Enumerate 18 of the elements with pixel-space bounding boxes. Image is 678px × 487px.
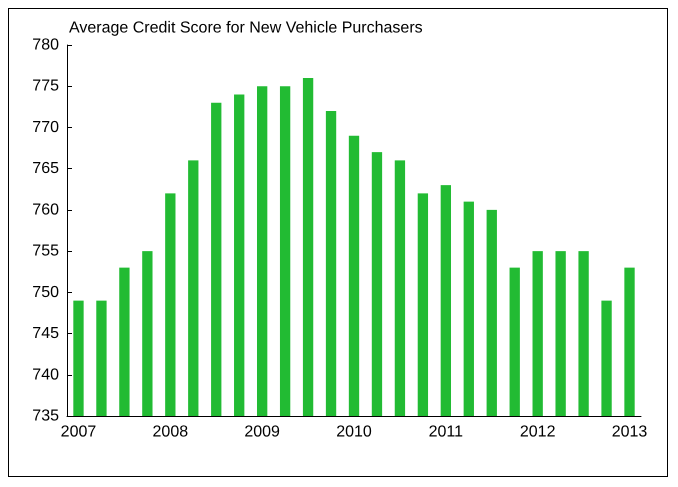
- x-tick-label: 2007: [60, 424, 96, 440]
- x-tick-label: 2013: [612, 424, 648, 440]
- y-tick-label: 765: [32, 160, 60, 178]
- chart-title: Average Credit Score for New Vehicle Purchasers: [69, 20, 423, 36]
- y-tick-label: 745: [32, 325, 60, 342]
- x-tick-label: 2012: [520, 424, 556, 440]
- y-tick-label: 755: [32, 242, 60, 260]
- y-tick-label: 735: [32, 408, 60, 424]
- y-tick-label: 760: [32, 201, 60, 218]
- x-tick-label: 2008: [152, 424, 188, 440]
- x-tick-label: 2010: [336, 424, 372, 440]
- y-tick-label: 770: [32, 118, 60, 136]
- y-tick-label: 780: [32, 36, 60, 54]
- x-tick-label: 2011: [428, 424, 464, 440]
- x-tick-label: 2009: [244, 424, 280, 440]
- y-tick-label: 775: [32, 78, 60, 95]
- y-tick-label: 750: [32, 284, 60, 301]
- y-tick-label: 740: [32, 366, 60, 384]
